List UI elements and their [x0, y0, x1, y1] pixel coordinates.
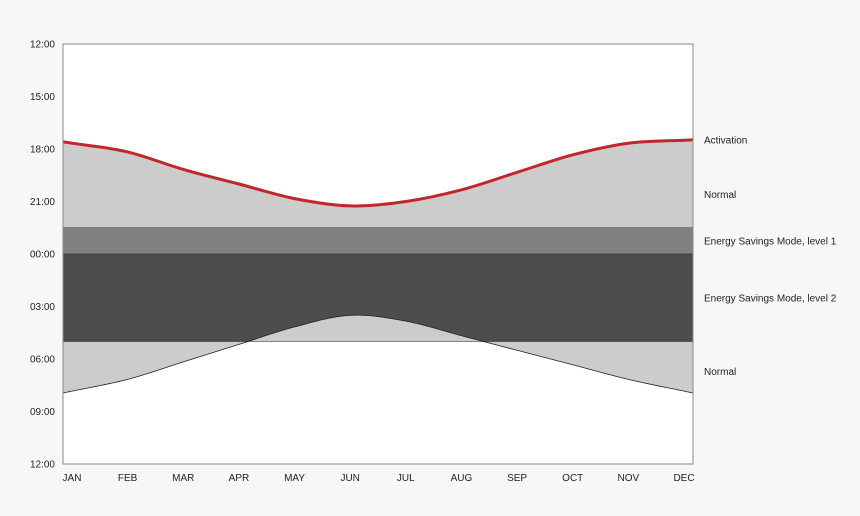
legend-label: Normal — [704, 367, 736, 378]
legend-label: Energy Savings Mode, level 1 — [704, 236, 837, 247]
legend-label: Activation — [704, 135, 747, 146]
x-tick-label: NOV — [618, 473, 640, 484]
y-tick-label: 03:00 — [30, 302, 55, 313]
normal-band-morning — [63, 315, 693, 393]
x-tick-label: OCT — [562, 473, 583, 484]
y-tick-label: 06:00 — [30, 355, 55, 366]
x-tick-label: JAN — [63, 473, 82, 484]
energy-savings-level-1-band — [63, 227, 693, 254]
x-tick-label: SEP — [507, 473, 527, 484]
y-tick-label: 18:00 — [30, 145, 55, 156]
x-tick-label: AUG — [451, 473, 473, 484]
plot-frame — [62, 43, 694, 465]
legend-label: Energy Savings Mode, level 2 — [704, 293, 837, 304]
morning-curve — [62, 314, 694, 394]
x-tick-label: MAR — [172, 473, 194, 484]
x-tick-label: JUN — [340, 473, 359, 484]
y-tick-label: 00:00 — [30, 250, 55, 261]
x-tick-label: FEB — [118, 473, 138, 484]
x-tick-label: JUL — [397, 473, 415, 484]
y-tick-label: 12:00 — [30, 460, 55, 471]
x-tick-label: APR — [229, 473, 250, 484]
activation-line — [62, 138, 694, 208]
y-tick-label: 21:00 — [30, 197, 55, 208]
y-tick-label: 15:00 — [30, 92, 55, 103]
legend-label: Normal — [704, 190, 736, 201]
y-tick-label: 09:00 — [30, 407, 55, 418]
x-tick-label: DEC — [673, 473, 694, 484]
x-tick-label: MAY — [284, 473, 305, 484]
y-tick-label: 12:00 — [30, 40, 55, 51]
normal-band-evening — [63, 139, 693, 228]
